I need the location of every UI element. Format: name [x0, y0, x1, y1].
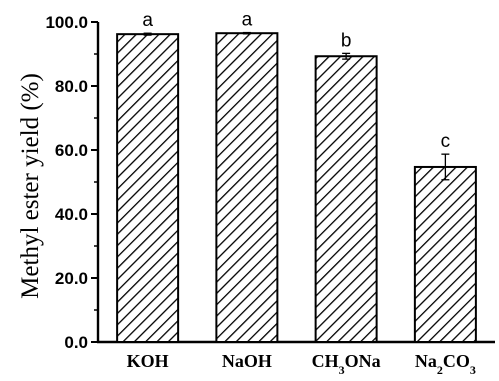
significance-letter: c [441, 131, 451, 152]
bar [314, 55, 378, 344]
x-category-label: NaOH [222, 351, 272, 371]
y-tick-label: 100.0 [45, 13, 88, 32]
significance-letter: b [341, 30, 352, 51]
y-tick-label: 60.0 [55, 141, 88, 160]
y-tick-label: 0.0 [64, 333, 88, 352]
bar [413, 165, 477, 343]
x-category-label: CH3ONa [312, 351, 381, 377]
y-tick-label: 20.0 [55, 269, 88, 288]
significance-letter: a [142, 10, 153, 31]
bar [116, 33, 180, 343]
x-category-label: Na2CO3 [415, 351, 476, 377]
bar [215, 32, 279, 343]
y-tick-label: 80.0 [55, 77, 88, 96]
significance-letter: a [242, 10, 253, 31]
y-axis-title: Methyl ester yield (%) [17, 73, 44, 299]
x-category-label: KOH [127, 351, 169, 371]
y-tick-label: 40.0 [55, 205, 88, 224]
